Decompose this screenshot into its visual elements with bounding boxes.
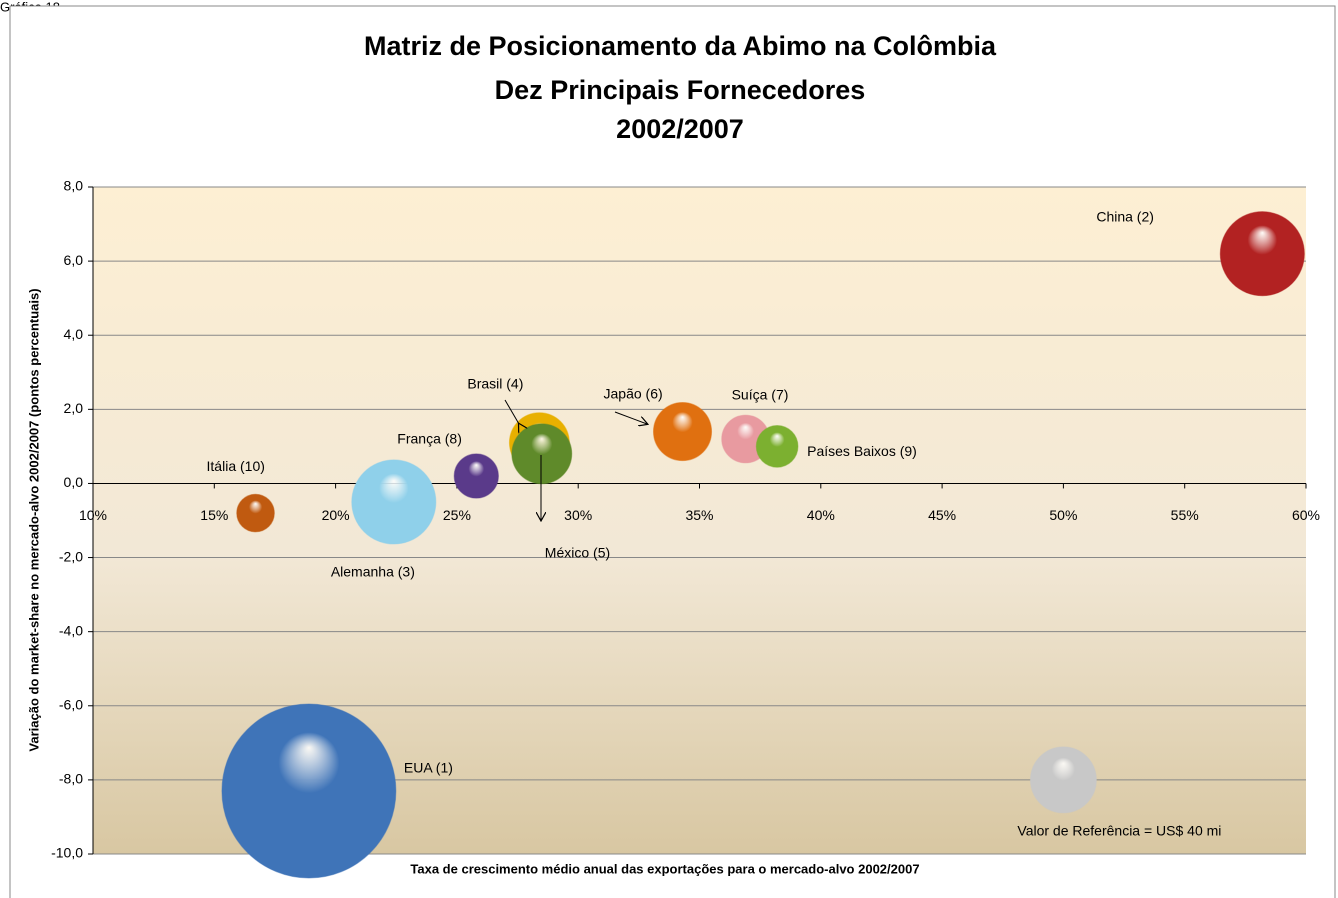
x-tick-label: 25% <box>443 507 471 523</box>
y-tick-label: -4,0 <box>59 622 83 638</box>
bubble-label: México (5) <box>545 545 610 561</box>
y-tick-label: 4,0 <box>64 326 84 342</box>
bubble-label: Japão (6) <box>604 385 663 401</box>
bubble <box>1029 746 1097 814</box>
x-tick-label: 35% <box>685 507 713 523</box>
chart-title: Dez Principais Fornecedores <box>495 75 866 105</box>
chart-title: Matriz de Posicionamento da Abimo na Col… <box>364 31 997 61</box>
bubble-label: Suíça (7) <box>732 387 789 403</box>
bubble <box>351 459 437 545</box>
bubble <box>453 453 499 499</box>
y-tick-label: -8,0 <box>59 771 83 787</box>
x-tick-label: 15% <box>200 507 228 523</box>
x-tick-label: 10% <box>79 507 107 523</box>
x-tick-label: 55% <box>1171 507 1199 523</box>
bubble <box>652 402 713 462</box>
x-tick-label: 30% <box>564 507 592 523</box>
bubble <box>1219 211 1305 297</box>
x-tick-label: 40% <box>807 507 835 523</box>
bubble-label: Países Baixos (9) <box>807 443 917 459</box>
x-tick-label: 20% <box>322 507 350 523</box>
bubble-label: França (8) <box>397 431 462 447</box>
bubble <box>755 425 799 468</box>
y-tick-label: -6,0 <box>59 696 83 712</box>
bubble <box>221 703 397 879</box>
bubble-label: Brasil (4) <box>467 375 523 391</box>
x-tick-label: 45% <box>928 507 956 523</box>
bubble-label: Alemanha (3) <box>331 564 415 580</box>
x-tick-label: 50% <box>1049 507 1077 523</box>
bubble-label: Itália (10) <box>207 458 265 474</box>
bubble <box>236 493 275 533</box>
arrow <box>614 411 647 424</box>
y-tick-label: 8,0 <box>64 178 84 194</box>
bubble-label: EUA (1) <box>404 760 453 776</box>
arrow <box>504 399 519 424</box>
y-tick-label: -2,0 <box>59 548 83 564</box>
y-tick-label: 2,0 <box>64 400 84 416</box>
y-axis-label: Variação do market-share no mercado-alvo… <box>26 288 41 751</box>
y-tick-label: -10,0 <box>51 845 83 861</box>
x-tick-label: 60% <box>1292 507 1320 523</box>
chart-title: 2002/2007 <box>616 114 744 144</box>
y-tick-label: 0,0 <box>64 474 84 490</box>
x-axis-label: Taxa de crescimento médio anual das expo… <box>410 861 919 876</box>
bubble-label: China (2) <box>1096 208 1154 224</box>
bubble <box>511 423 573 485</box>
bubble-label: Valor de Referência = US$ 40 mi <box>1017 823 1221 839</box>
y-tick-label: 6,0 <box>64 252 84 268</box>
